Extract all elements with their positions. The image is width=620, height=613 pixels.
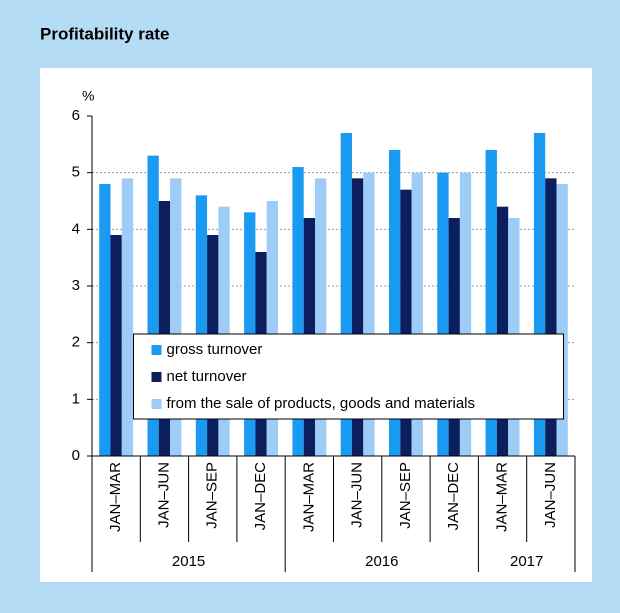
legend-label: from the sale of products, goods and mat… — [167, 395, 476, 412]
bar — [400, 189, 412, 456]
x-tick-label: JAN–DEC — [445, 462, 462, 531]
bar — [545, 178, 557, 457]
legend-swatch — [151, 372, 162, 382]
y-tick-label: 0 — [72, 447, 80, 464]
bar — [266, 201, 278, 456]
bar — [158, 201, 171, 456]
legend-swatch — [151, 399, 162, 409]
y-tick-label: 4 — [72, 220, 80, 237]
bar — [315, 178, 327, 457]
bar — [459, 172, 472, 456]
bar — [556, 184, 568, 456]
y-tick-label: 3 — [72, 277, 80, 294]
bar — [340, 133, 352, 456]
bar — [121, 178, 134, 457]
bar — [99, 184, 111, 456]
x-tick-label: JAN–MAR — [107, 462, 124, 532]
x-tick-label: JAN–JUN — [349, 462, 366, 528]
legend-label: net turnover — [167, 368, 247, 385]
x-tick-label: JAN–MAR — [300, 462, 317, 532]
bar — [411, 172, 423, 456]
legend-box — [133, 333, 564, 420]
chart-title: Profitability rate — [40, 24, 169, 43]
group-label: 2015 — [172, 553, 205, 570]
x-tick-label: JAN–JUN — [542, 462, 559, 528]
group-label: 2017 — [510, 553, 543, 570]
y-tick-label: 6 — [72, 107, 80, 124]
bar — [496, 206, 509, 456]
x-tick-label: JAN–SEP — [204, 462, 221, 529]
y-axis-label: % — [82, 88, 94, 104]
bar — [195, 195, 208, 457]
legend-label: gross turnover — [167, 341, 263, 358]
y-tick-label: 1 — [72, 390, 80, 407]
bar — [170, 178, 182, 457]
group-label: 2016 — [365, 553, 398, 570]
x-tick-label: JAN–DEC — [252, 462, 269, 531]
bar — [147, 155, 159, 456]
legend-swatch — [151, 345, 162, 355]
bar — [485, 150, 497, 456]
x-tick-label: JAN–MAR — [494, 462, 511, 532]
y-tick-label: 2 — [72, 334, 80, 351]
bar — [218, 206, 230, 456]
bar — [352, 178, 364, 457]
bar — [437, 172, 449, 456]
y-tick-label: 5 — [72, 164, 80, 181]
bar — [110, 235, 122, 456]
bar — [292, 167, 304, 456]
bar — [363, 172, 375, 456]
x-tick-label: JAN–JUN — [155, 462, 172, 528]
bar — [389, 150, 401, 456]
bar — [533, 133, 546, 456]
x-tick-label: JAN–SEP — [397, 462, 414, 529]
